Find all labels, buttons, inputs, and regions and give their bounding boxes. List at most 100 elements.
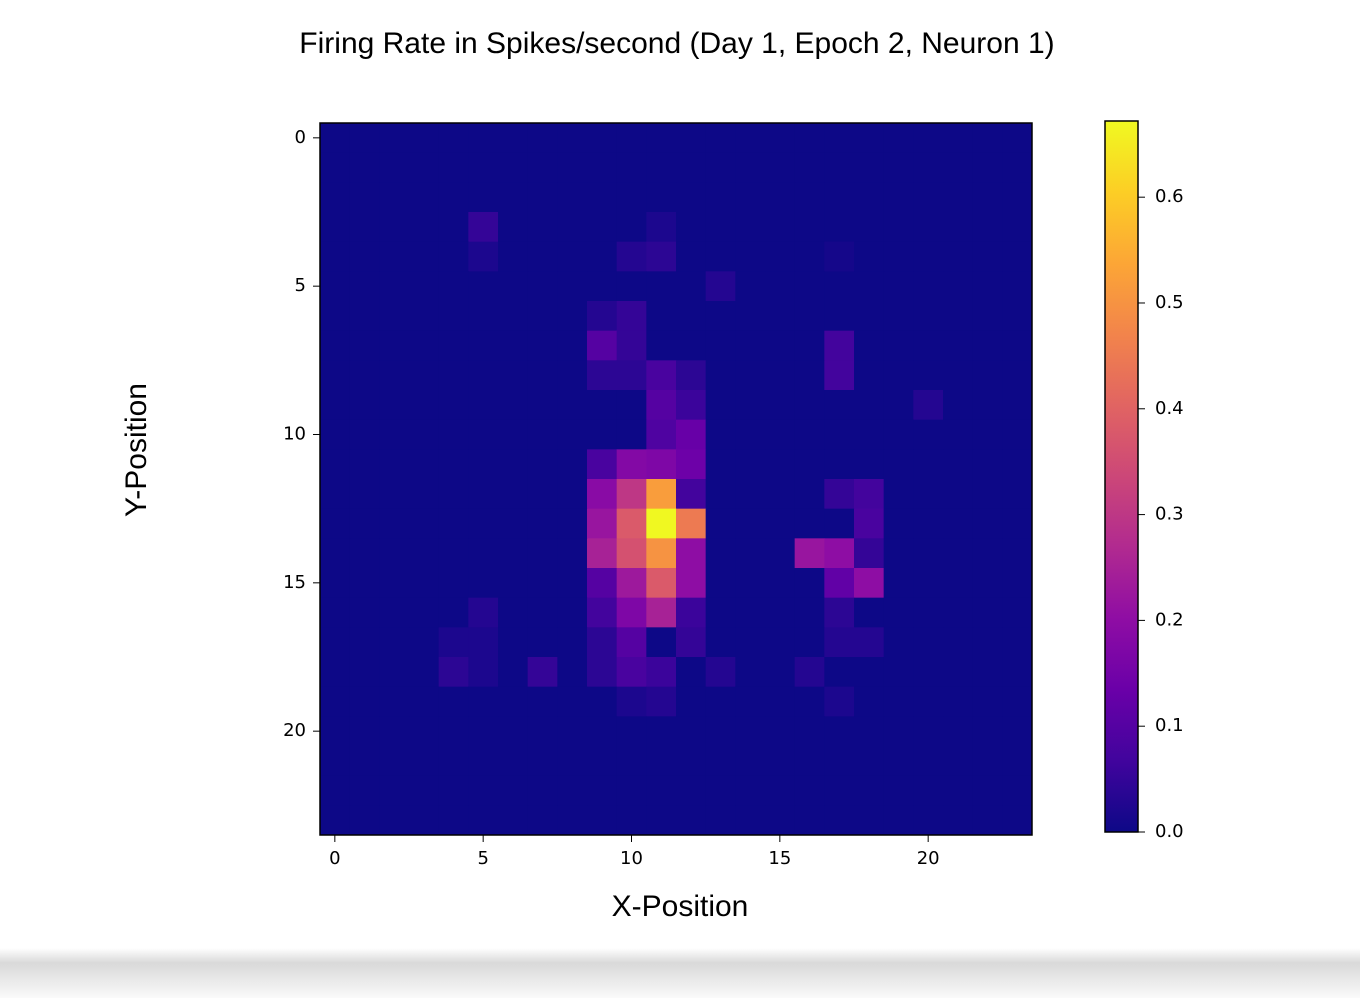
x-tick-label: 0 (329, 848, 340, 869)
heatmap-cell (913, 538, 944, 569)
heatmap-cell (409, 390, 440, 421)
heatmap-cell (883, 390, 914, 421)
heatmap-cell (1002, 390, 1033, 421)
heatmap-cell (587, 123, 618, 154)
heatmap-cell (735, 568, 766, 599)
heatmap-cell (854, 419, 885, 450)
heatmap-cell (409, 746, 440, 777)
heatmap-cell (794, 301, 825, 332)
heatmap-cell (587, 301, 618, 332)
heatmap-cell (972, 419, 1003, 450)
heatmap-cell (765, 479, 796, 510)
heatmap-cell (646, 568, 677, 599)
heatmap-cell (943, 716, 974, 747)
heatmap-cell (735, 597, 766, 628)
heatmap-cell (705, 212, 736, 243)
heatmap-cell (794, 657, 825, 688)
heatmap-cell (527, 390, 558, 421)
heatmap-cell (498, 330, 529, 361)
heatmap-cell (883, 360, 914, 391)
heatmap-cell (794, 686, 825, 717)
heatmap-cell (498, 568, 529, 599)
heatmap-cell (557, 686, 588, 717)
heatmap-cell (349, 241, 380, 272)
heatmap-cell (943, 330, 974, 361)
heatmap-cell (883, 123, 914, 154)
heatmap-cell (943, 360, 974, 391)
heatmap-cell (320, 627, 351, 658)
heatmap-cell (557, 182, 588, 213)
heatmap-cell (498, 597, 529, 628)
heatmap-cell (616, 538, 647, 569)
heatmap-cell (824, 360, 855, 391)
colorbar (1104, 120, 1139, 833)
heatmap-cell (854, 597, 885, 628)
heatmap-cell (972, 301, 1003, 332)
heatmap-cell (972, 746, 1003, 777)
heatmap-cell (824, 330, 855, 361)
heatmap-cell (379, 657, 410, 688)
heatmap-cell (409, 805, 440, 836)
heatmap-cell (379, 212, 410, 243)
heatmap-cell (972, 657, 1003, 688)
heatmap-cell (676, 390, 707, 421)
heatmap-cell (943, 301, 974, 332)
heatmap-cell (913, 568, 944, 599)
heatmap-cell (646, 538, 677, 569)
heatmap-cell (735, 686, 766, 717)
heatmap-cell (468, 360, 499, 391)
heatmap-cell (557, 627, 588, 658)
heatmap-cell (587, 538, 618, 569)
heatmap-cell (409, 686, 440, 717)
heatmap-cell (349, 212, 380, 243)
heatmap-cell (527, 568, 558, 599)
heatmap-cell (349, 360, 380, 391)
heatmap-cell (616, 182, 647, 213)
heatmap-cell (824, 627, 855, 658)
heatmap-cell (794, 775, 825, 806)
heatmap-cell (854, 182, 885, 213)
heatmap-cell (527, 657, 558, 688)
heatmap-cell (1002, 568, 1033, 599)
heatmap-cell (557, 449, 588, 480)
heatmap-cell (943, 657, 974, 688)
heatmap-cell (1002, 449, 1033, 480)
heatmap-cell (527, 241, 558, 272)
heatmap-cell (646, 479, 677, 510)
heatmap-cell (705, 271, 736, 302)
heatmap-cell (676, 212, 707, 243)
heatmap-cell (409, 568, 440, 599)
heatmap-cell (705, 538, 736, 569)
heatmap-cell (498, 152, 529, 183)
heatmap-cell (349, 657, 380, 688)
heatmap-cell (438, 657, 469, 688)
heatmap-cell (943, 390, 974, 421)
heatmap-cell (498, 508, 529, 539)
heatmap-cell (794, 627, 825, 658)
heatmap-cell (527, 301, 558, 332)
heatmap-cell (913, 508, 944, 539)
heatmap-cell (587, 746, 618, 777)
heatmap-cell (498, 419, 529, 450)
heatmap-cell (972, 775, 1003, 806)
heatmap-cell (320, 805, 351, 836)
heatmap-cell (349, 627, 380, 658)
heatmap-cell (587, 479, 618, 510)
heatmap-cell (943, 449, 974, 480)
heatmap-cell (883, 538, 914, 569)
heatmap-cell (824, 301, 855, 332)
heatmap-cell (468, 538, 499, 569)
heatmap-cell (943, 686, 974, 717)
heatmap-cell (765, 360, 796, 391)
heatmap-cell (438, 479, 469, 510)
heatmap-cell (646, 746, 677, 777)
heatmap-cell (587, 686, 618, 717)
heatmap-cell (646, 419, 677, 450)
y-axis-label: Y-Position (120, 383, 153, 517)
heatmap-cell (854, 449, 885, 480)
heatmap-cell (765, 241, 796, 272)
heatmap-cell (854, 538, 885, 569)
heatmap-cell (735, 360, 766, 391)
heatmap-cell (705, 330, 736, 361)
